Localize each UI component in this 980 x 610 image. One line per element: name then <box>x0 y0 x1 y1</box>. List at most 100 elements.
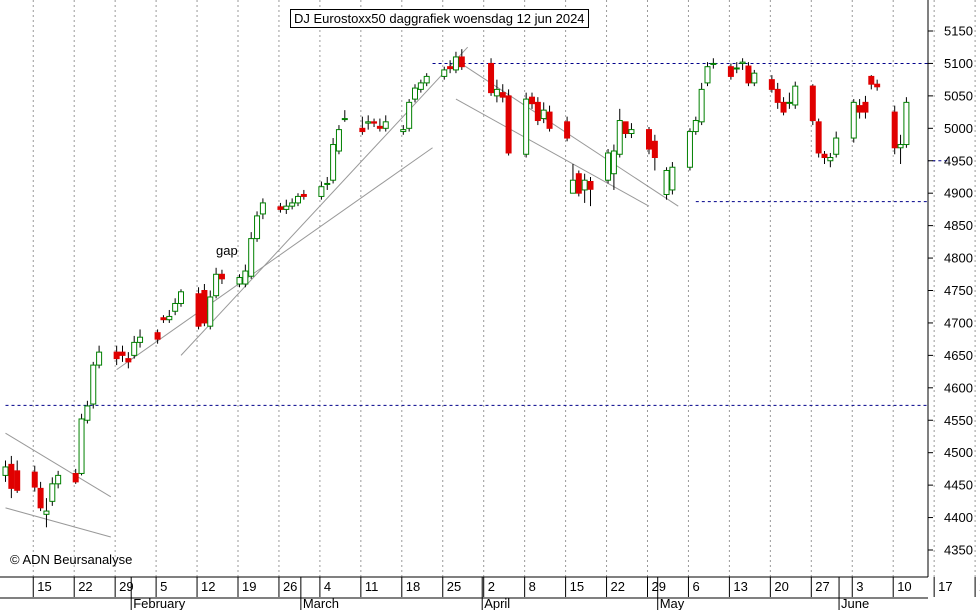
y-tick-label: 4700 <box>944 315 973 330</box>
y-tick-label: 5150 <box>944 24 973 39</box>
candle-body-up <box>669 166 676 191</box>
y-tick-label: 5000 <box>944 121 973 136</box>
candle-body-up <box>616 120 623 155</box>
candle-body-up <box>96 351 103 366</box>
candle <box>14 460 21 493</box>
chart-frame <box>0 0 929 599</box>
candle-body-down <box>646 129 652 150</box>
candle-body-up <box>628 129 635 135</box>
candle <box>704 62 711 87</box>
candle <box>458 49 465 70</box>
candle-body-down <box>534 101 541 122</box>
candle <box>821 151 828 164</box>
candle-body-up <box>786 101 793 104</box>
x-tick-label: 11 <box>365 579 379 594</box>
candle-body-down <box>546 111 553 129</box>
candle-body-up <box>289 202 296 207</box>
candle <box>207 290 214 330</box>
month-label: May <box>660 596 685 610</box>
y-tick-label: 4350 <box>944 543 973 558</box>
candle <box>768 75 775 93</box>
candle <box>166 309 173 323</box>
candle <box>78 413 85 476</box>
candle <box>283 199 290 214</box>
candle <box>178 289 184 307</box>
candle <box>698 82 705 126</box>
candle <box>242 264 249 288</box>
candle <box>160 315 167 323</box>
candle-body-up <box>581 179 588 191</box>
candle-body-up <box>441 69 448 77</box>
candle-body-up <box>2 466 9 476</box>
candle-body-down <box>499 92 506 98</box>
candle <box>295 193 301 207</box>
candles <box>2 49 910 528</box>
chart-title: DJ Eurostoxx50 daggrafiek woensdag 12 ju… <box>290 9 589 28</box>
candle <box>137 329 144 348</box>
candle <box>610 144 617 190</box>
candle-body-up <box>324 182 331 185</box>
candle <box>330 138 337 184</box>
candle-body-down <box>195 293 202 327</box>
candle-body-down <box>31 471 38 488</box>
candle-body-up <box>493 88 500 97</box>
candle <box>37 481 44 512</box>
x-axis: 15 22 29 5 12 19 26 4 11 18 25 2 8 15 22 29 6 13 20 27 3 10 17… <box>32 577 980 610</box>
x-tick-label: 4 <box>324 579 331 594</box>
candle <box>745 62 752 87</box>
x-tick-label: 8 <box>529 579 536 594</box>
candle-body-up <box>710 62 717 65</box>
candle-body-up <box>739 61 746 64</box>
candle <box>49 477 56 506</box>
candle-body-down <box>815 121 822 154</box>
candle-body-up <box>792 85 799 106</box>
candle-body-down <box>218 273 225 280</box>
candle <box>154 329 161 344</box>
candle-body-up <box>412 87 418 100</box>
candle-body-up <box>43 510 50 515</box>
candle-body-up <box>610 150 617 175</box>
candle <box>172 298 179 316</box>
candle-body-up <box>365 121 372 124</box>
candle-body-down <box>745 65 752 84</box>
trendlines <box>5 46 679 538</box>
candle <box>119 345 126 362</box>
candle-body-up <box>569 179 576 194</box>
candle-body-down <box>874 83 881 88</box>
x-tick-label: 15 <box>37 579 51 594</box>
x-tick-label: 17 <box>938 579 952 594</box>
candle-body-down <box>113 351 120 360</box>
candle-body-up <box>382 121 389 129</box>
candle-body-down <box>160 317 167 321</box>
candle-body-up <box>295 195 301 204</box>
candle <box>96 345 103 369</box>
candle-body-up <box>178 291 184 304</box>
candle <box>324 176 331 190</box>
candle <box>31 465 38 492</box>
candle <box>289 198 296 210</box>
candle-body-up <box>254 215 261 240</box>
candle-body-up <box>330 144 337 181</box>
y-tick-label: 4500 <box>944 445 973 460</box>
candle <box>213 267 220 299</box>
candle-body-up <box>704 66 711 84</box>
candle <box>505 89 512 156</box>
candle-body-up <box>78 418 85 474</box>
candle-body-down <box>809 85 816 122</box>
candle <box>218 269 225 285</box>
candle <box>318 181 325 200</box>
candle <box>891 105 898 155</box>
candle <box>365 115 372 130</box>
candle <box>569 163 576 194</box>
candle <box>792 81 799 109</box>
candle-body-down <box>575 173 582 194</box>
candle <box>856 99 863 119</box>
candle-body-down <box>868 75 875 85</box>
candle <box>2 460 9 482</box>
candle-body-up <box>318 186 325 197</box>
candle <box>254 211 261 242</box>
candle-body-up <box>827 157 834 162</box>
y-tick-label: 4550 <box>944 413 973 428</box>
candle-body-up <box>423 75 430 84</box>
